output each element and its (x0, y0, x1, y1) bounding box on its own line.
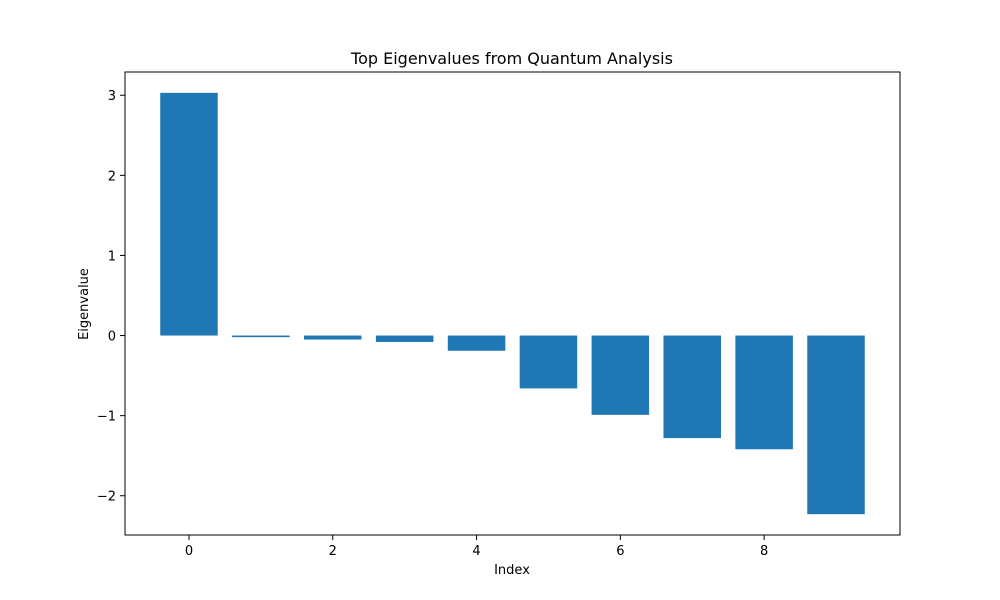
bar-3 (375, 335, 434, 342)
bar-4 (447, 335, 506, 351)
x-tick-label: 4 (472, 544, 480, 559)
plot-frame (124, 71, 901, 536)
chart-title: Top Eigenvalues from Quantum Analysis (350, 49, 673, 68)
x-tick-label: 2 (329, 544, 337, 559)
y-tick-label: 1 (108, 249, 116, 264)
bar-6 (591, 335, 650, 415)
y-tick-label: 3 (108, 89, 116, 104)
x-axis-label: Index (494, 563, 530, 578)
y-axis-label: Eigenvalue (77, 268, 92, 340)
bar-1 (232, 335, 290, 338)
bar-7 (663, 335, 721, 439)
x-tick-label: 6 (616, 544, 624, 559)
bar-9 (807, 335, 865, 515)
bars-group (160, 92, 865, 515)
bar-0 (160, 92, 218, 336)
bar-2 (304, 335, 362, 340)
y-tick-label: 0 (108, 330, 116, 345)
y-tick-label: −1 (97, 410, 116, 425)
bar-5 (519, 335, 578, 389)
x-tick-label: 8 (760, 544, 768, 559)
y-ticks-group: −2 −1 0 1 2 3 (97, 89, 125, 505)
bar-8 (735, 335, 793, 450)
x-tick-label: 0 (185, 544, 193, 559)
x-ticks-group: 0 2 4 6 8 (185, 535, 768, 559)
y-tick-label: 2 (108, 169, 116, 184)
y-tick-label: −2 (97, 490, 116, 505)
